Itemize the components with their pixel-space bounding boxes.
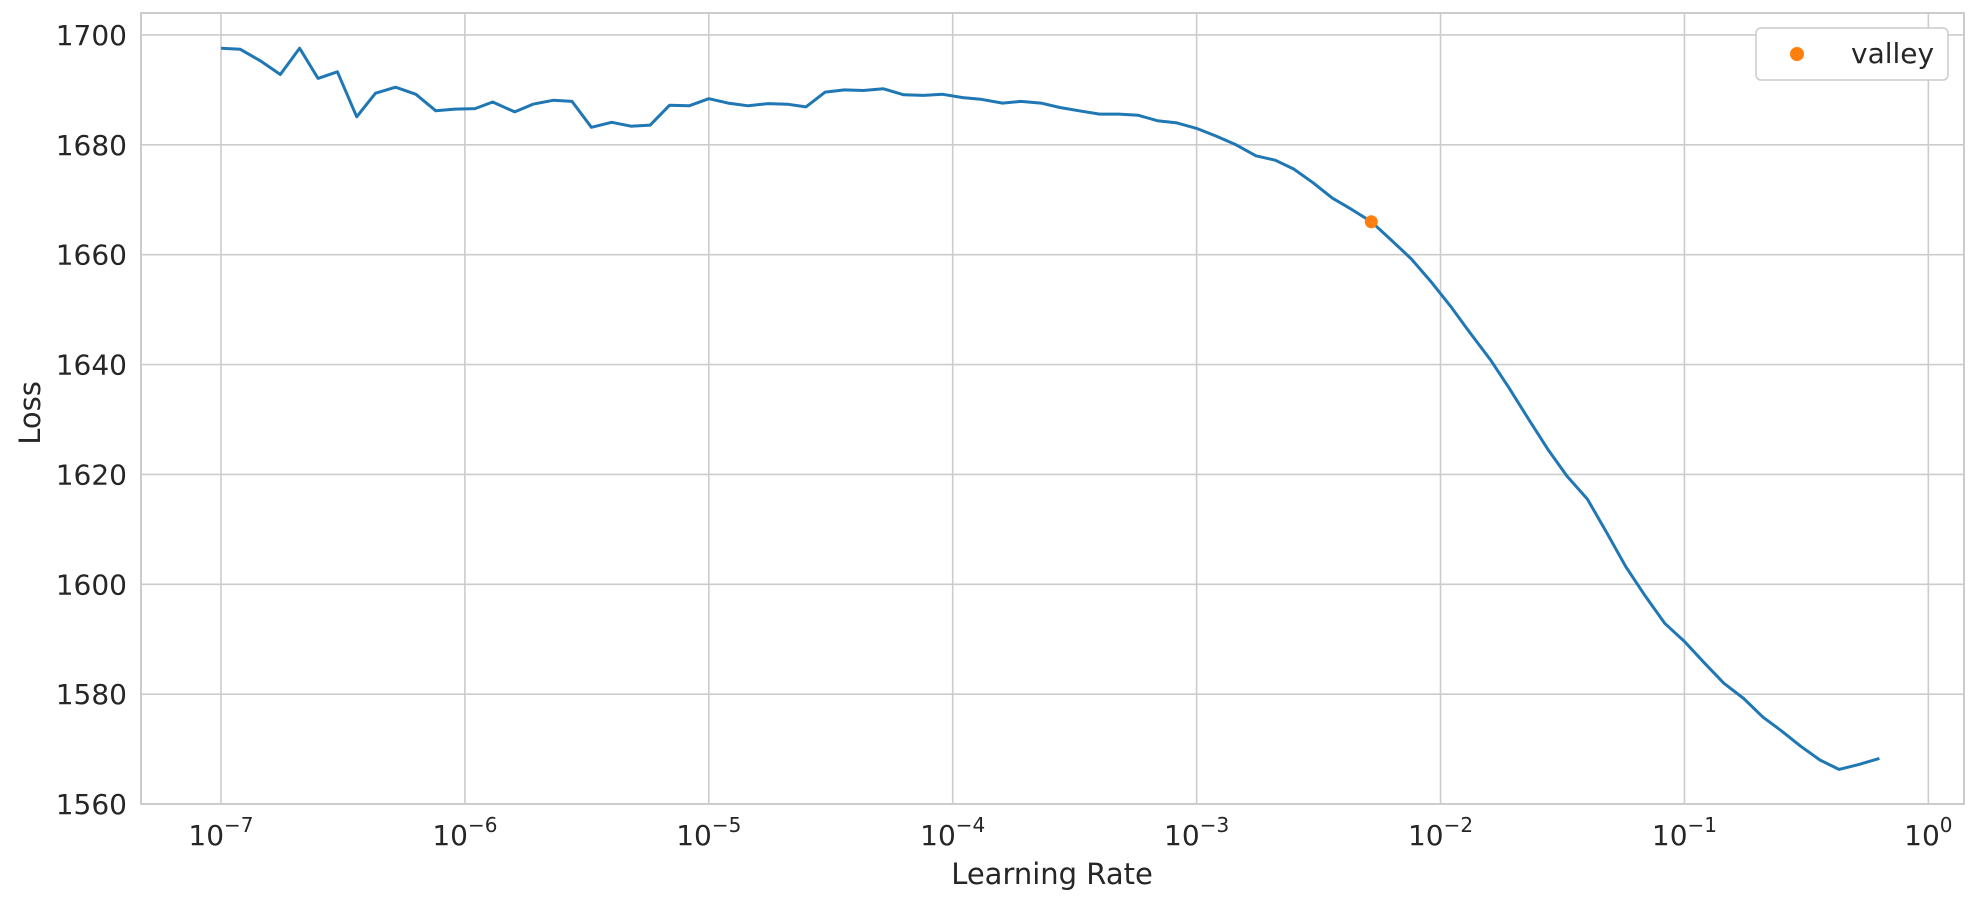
x-axis-label: Learning Rate bbox=[951, 857, 1153, 891]
y-axis-label: Loss bbox=[13, 381, 47, 445]
y-tick-label: 1560 bbox=[56, 788, 127, 821]
x-tick-exponent: −5 bbox=[712, 813, 741, 837]
x-tick-exponent: −2 bbox=[1444, 813, 1473, 837]
plot-frame bbox=[140, 12, 1965, 805]
x-tick-base: 10 bbox=[1164, 819, 1200, 852]
x-tick-label: 100 bbox=[1904, 813, 1952, 852]
y-tick-label: 1580 bbox=[56, 678, 127, 711]
x-tick-base: 10 bbox=[1408, 819, 1444, 852]
valley-marker bbox=[1364, 215, 1378, 229]
y-tick-label: 1640 bbox=[56, 349, 127, 382]
x-tick-label: 10−2 bbox=[1408, 813, 1473, 852]
x-tick-label: 10−4 bbox=[920, 813, 985, 852]
y-tick-label: 1660 bbox=[56, 239, 127, 272]
x-tick-label: 10−5 bbox=[676, 813, 741, 852]
x-tick-exponent: −3 bbox=[1200, 813, 1229, 837]
x-tick-exponent: −1 bbox=[1688, 813, 1717, 837]
y-axis-ticks: 1560 1580 1600 1620 1640 1660 1680 1700 bbox=[56, 19, 127, 821]
x-axis-ticks: 10−7 10−6 10−5 10−4 10−3 10−2 10−1 100 bbox=[188, 813, 1952, 852]
x-tick-exponent: −6 bbox=[468, 813, 497, 837]
x-tick-exponent: −4 bbox=[956, 813, 985, 837]
y-tick-label: 1700 bbox=[56, 19, 127, 52]
series-layer bbox=[220, 46, 1880, 771]
legend-box bbox=[1755, 27, 1949, 81]
legend-marker-valley bbox=[1790, 47, 1804, 61]
loss-series-line bbox=[220, 46, 1880, 771]
grid bbox=[141, 13, 1964, 805]
x-tick-base: 10 bbox=[1652, 819, 1688, 852]
y-tick-label: 1620 bbox=[56, 458, 127, 491]
x-tick-base: 10 bbox=[676, 819, 712, 852]
x-tick-exponent: −7 bbox=[224, 813, 253, 837]
x-tick-exponent: 0 bbox=[1940, 813, 1953, 837]
x-tick-label: 10−3 bbox=[1164, 813, 1229, 852]
x-tick-label: 10−7 bbox=[188, 813, 253, 852]
x-tick-base: 10 bbox=[1904, 819, 1940, 852]
x-tick-label: 10−6 bbox=[432, 813, 497, 852]
legend-label-valley: valley bbox=[1851, 37, 1934, 70]
x-tick-base: 10 bbox=[920, 819, 956, 852]
x-tick-base: 10 bbox=[432, 819, 468, 852]
legend: valley bbox=[1755, 27, 1949, 81]
x-tick-base: 10 bbox=[188, 819, 224, 852]
x-tick-label: 10−1 bbox=[1652, 813, 1717, 852]
y-tick-label: 1680 bbox=[56, 129, 127, 162]
y-tick-label: 1600 bbox=[56, 568, 127, 601]
